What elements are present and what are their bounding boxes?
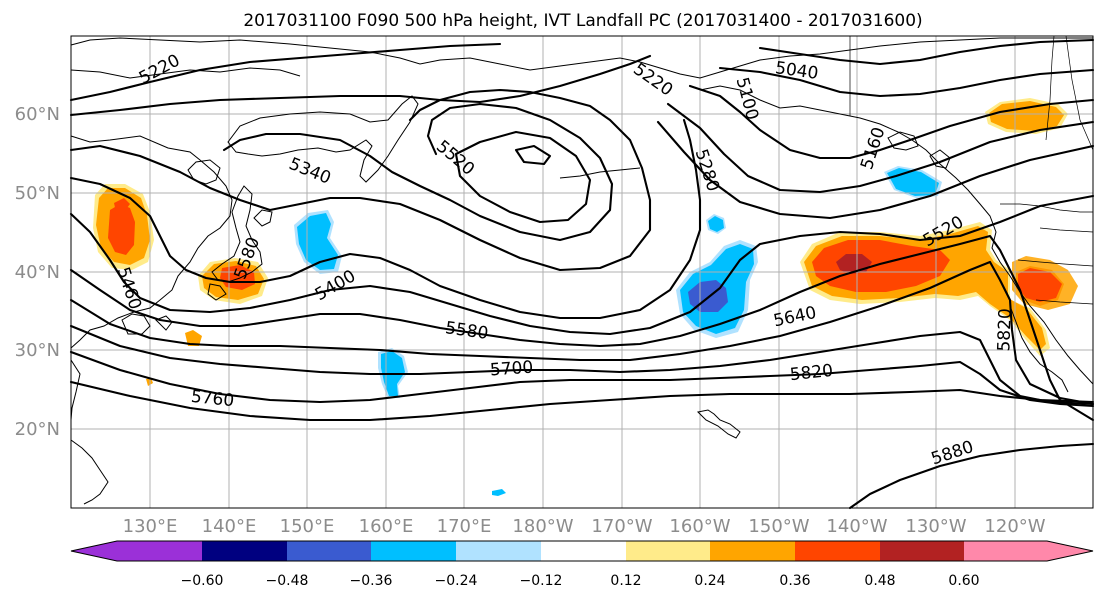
colorbar-segment-8: [710, 541, 795, 561]
lon-label-160w: 160°W: [669, 516, 730, 537]
cbar-tick: −0.24: [435, 573, 478, 589]
colorbar-segment-4: [371, 541, 456, 561]
cbar-tick: −0.48: [266, 573, 309, 589]
colorbar-segment-11: [964, 541, 1047, 561]
lat-label-20n: 20°N: [15, 419, 60, 440]
latitude-labels: 60°N 50°N 40°N 30°N 20°N: [15, 104, 60, 440]
graticule: [71, 36, 1093, 508]
colorbar-tick-labels: −0.60 −0.48 −0.36 −0.24 −0.12 0.12 0.24 …: [181, 573, 980, 589]
cbar-tick: 0.12: [610, 573, 641, 589]
colorbar-segment-9: [795, 541, 880, 561]
colorbar: −0.60 −0.48 −0.36 −0.24 −0.12 0.12 0.24 …: [70, 540, 1094, 589]
colorbar-segment-5: [456, 541, 541, 561]
lat-label-30n: 30°N: [15, 340, 60, 361]
longitude-labels: 130°E 140°E 150°E 160°E 170°E 180°W 170°…: [123, 516, 1046, 537]
cbar-tick: −0.36: [350, 573, 393, 589]
lon-label-160e: 160°E: [359, 516, 414, 537]
colorbar-segment-6: [541, 541, 626, 561]
lon-label-120w: 120°W: [984, 516, 1045, 537]
lon-label-170e: 170°E: [437, 516, 492, 537]
cbar-tick: 0.60: [948, 573, 979, 589]
cbar-tick: −0.12: [520, 573, 563, 589]
lon-label-150w: 150°W: [748, 516, 809, 537]
cbar-tick: 0.36: [779, 573, 810, 589]
contour-label-5700: 5700: [489, 358, 534, 381]
cbar-tick: 0.48: [864, 573, 895, 589]
contour-label-5760: 5760: [190, 387, 235, 411]
colorbar-segment-7: [626, 541, 710, 561]
colorbar-extend-low: [71, 541, 117, 561]
height-contours: [69, 38, 1095, 510]
lat-label-60n: 60°N: [15, 104, 60, 125]
lon-label-150e: 150°E: [280, 516, 335, 537]
colorbar-segment-3: [287, 541, 371, 561]
cbar-tick: −0.60: [181, 573, 224, 589]
lon-label-140e: 140°E: [202, 516, 257, 537]
lat-label-50n: 50°N: [15, 183, 60, 204]
colorbar-extend-high: [1047, 541, 1093, 561]
cbar-tick: 0.24: [694, 573, 725, 589]
map-panel: 5220 5220 5100 5040 5160 5280 5340 5520 …: [69, 35, 1095, 510]
map-frame: [70, 35, 1094, 509]
lon-label-130w: 130°W: [905, 516, 966, 537]
colorbar-segment-1: [117, 541, 202, 561]
contour-label-5820-b: 5820: [994, 308, 1015, 352]
colorbar-segment-10: [880, 541, 964, 561]
coastlines: [70, 37, 1094, 505]
lon-label-170w: 170°W: [591, 516, 652, 537]
colorbar-segment-2: [202, 541, 287, 561]
lat-label-40n: 40°N: [15, 262, 60, 283]
figure-title: 2017031100 F090 500 hPa height, IVT Land…: [243, 11, 922, 31]
political-borders: [849, 35, 1094, 305]
lon-label-140w: 140°W: [826, 516, 887, 537]
lon-label-180w: 180°W: [512, 516, 573, 537]
lon-label-130e: 130°E: [123, 516, 178, 537]
contour-label-5820: 5820: [789, 361, 834, 385]
colorbar-outline: [70, 540, 1094, 562]
